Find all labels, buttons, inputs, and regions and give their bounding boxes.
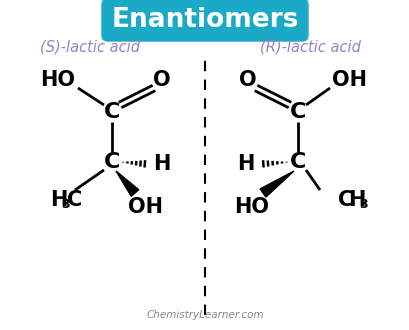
Text: HO: HO [234,197,269,217]
Text: O: O [238,70,256,90]
Text: HO: HO [40,70,75,90]
Text: O: O [153,70,171,90]
Polygon shape [259,171,293,197]
Text: C: C [103,102,120,122]
Text: H: H [347,190,364,210]
Text: (S)-lactic acid: (S)-lactic acid [40,40,139,54]
Polygon shape [116,171,138,196]
Text: C: C [289,152,306,172]
Text: C: C [337,190,353,210]
Text: OH: OH [128,197,163,217]
Text: OH: OH [332,70,366,90]
FancyBboxPatch shape [102,0,307,41]
Text: H: H [50,190,67,210]
Text: Enantiomers: Enantiomers [111,7,298,33]
Text: ChemistryLearner.com: ChemistryLearner.com [146,310,263,320]
Text: C: C [103,152,120,172]
Text: C: C [289,102,306,122]
Text: H: H [153,154,170,174]
Text: (R)-lactic acid: (R)-lactic acid [259,40,360,54]
Text: 3: 3 [61,199,70,212]
Text: H: H [237,154,254,174]
Text: 3: 3 [358,199,367,212]
Text: C: C [67,190,82,210]
